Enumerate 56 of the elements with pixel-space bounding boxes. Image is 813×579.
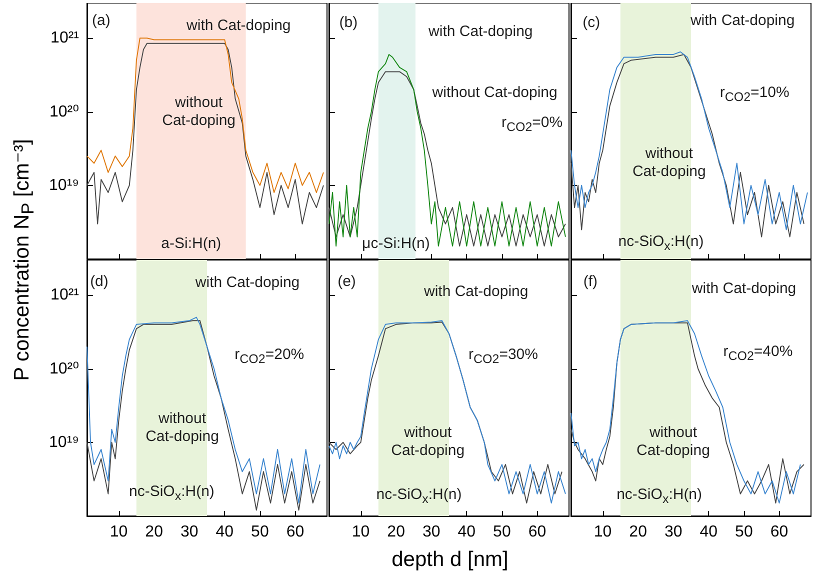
annotation: without Cat-doping [632, 145, 706, 182]
annotation: (e) [338, 273, 356, 292]
x-tick-label: 20 [387, 524, 406, 540]
annotation: (b) [339, 14, 358, 32]
x-tick-label: 50 [251, 524, 269, 540]
x-tick-label: 40 [700, 524, 718, 540]
x-tick-label: 30 [180, 524, 198, 540]
x-tick-label: 60 [286, 524, 304, 540]
x-tick-label: 10 [110, 524, 128, 540]
y-tick-label: 10²¹ [50, 286, 79, 304]
annotation: r$_{CO2}$=40% [723, 342, 793, 365]
annotation: without Cat-doping [391, 424, 465, 460]
annotation: a-Si:H(n) [161, 235, 222, 254]
x-tick-label: 60 [528, 524, 546, 540]
line-series [86, 38, 324, 194]
annotation: μc-Si:H(n) [362, 235, 430, 254]
y-tick-label: 10²¹ [50, 30, 79, 47]
annotation: with Cat-doping [692, 280, 796, 298]
x-tick-label: 10 [594, 524, 612, 540]
annotation: with Cat-doping [690, 12, 795, 30]
annotation: with Cat-doping [195, 274, 300, 292]
x-tick-label: 20 [145, 524, 164, 540]
x-axis-title: depth d [nm] [392, 548, 508, 572]
y-tick-label: 10²⁰ [49, 103, 79, 120]
annotation: nc-SiO$_{x}$:H(n) [129, 482, 214, 505]
x-tick-label: 20 [629, 524, 648, 540]
x-tick-label: 30 [422, 524, 440, 540]
annotation: without Cat-doping [636, 424, 710, 460]
annotation: nc-SiO$_{x}$:H(n) [616, 486, 702, 508]
line-series [86, 42, 324, 224]
y-tick-label: 10¹⁹ [49, 434, 79, 451]
x-tick-label: 50 [735, 524, 753, 540]
annotation: without Cat-doping [162, 94, 236, 130]
annotation: nc-SiO$_{x}$:H(n) [618, 233, 704, 256]
annotation: without Cat-doping [432, 84, 558, 102]
x-tick-label: 40 [458, 524, 476, 540]
annotation: r$_{CO2}$=30% [468, 346, 538, 368]
x-tick-label: 50 [493, 524, 511, 540]
x-tick-label: 30 [664, 524, 682, 540]
annotation: r$_{CO2}$=0% [501, 114, 563, 136]
annotation: (c) [582, 14, 600, 32]
x-tick-label: 10 [352, 524, 370, 540]
x-tick-label: 60 [770, 524, 788, 540]
annotation: nc-SiO$_{x}$:H(n) [376, 486, 462, 508]
annotation: without Cat-doping [146, 410, 219, 446]
annotation: (a) [92, 12, 110, 30]
annotation: with Cat-doping [428, 23, 533, 42]
annotation: (f) [583, 273, 598, 292]
annotation: with Cat-doping [424, 283, 528, 301]
annotation: with Cat-doping [186, 17, 291, 36]
y-tick-label: 10²⁰ [49, 360, 79, 378]
annotation: r$_{CO2}$=20% [234, 346, 304, 368]
annotation: (d) [90, 273, 108, 292]
x-tick-label: 40 [216, 524, 234, 540]
annotation: r$_{CO2}$=10% [720, 84, 790, 106]
y-tick-label: 10¹⁹ [49, 176, 79, 194]
